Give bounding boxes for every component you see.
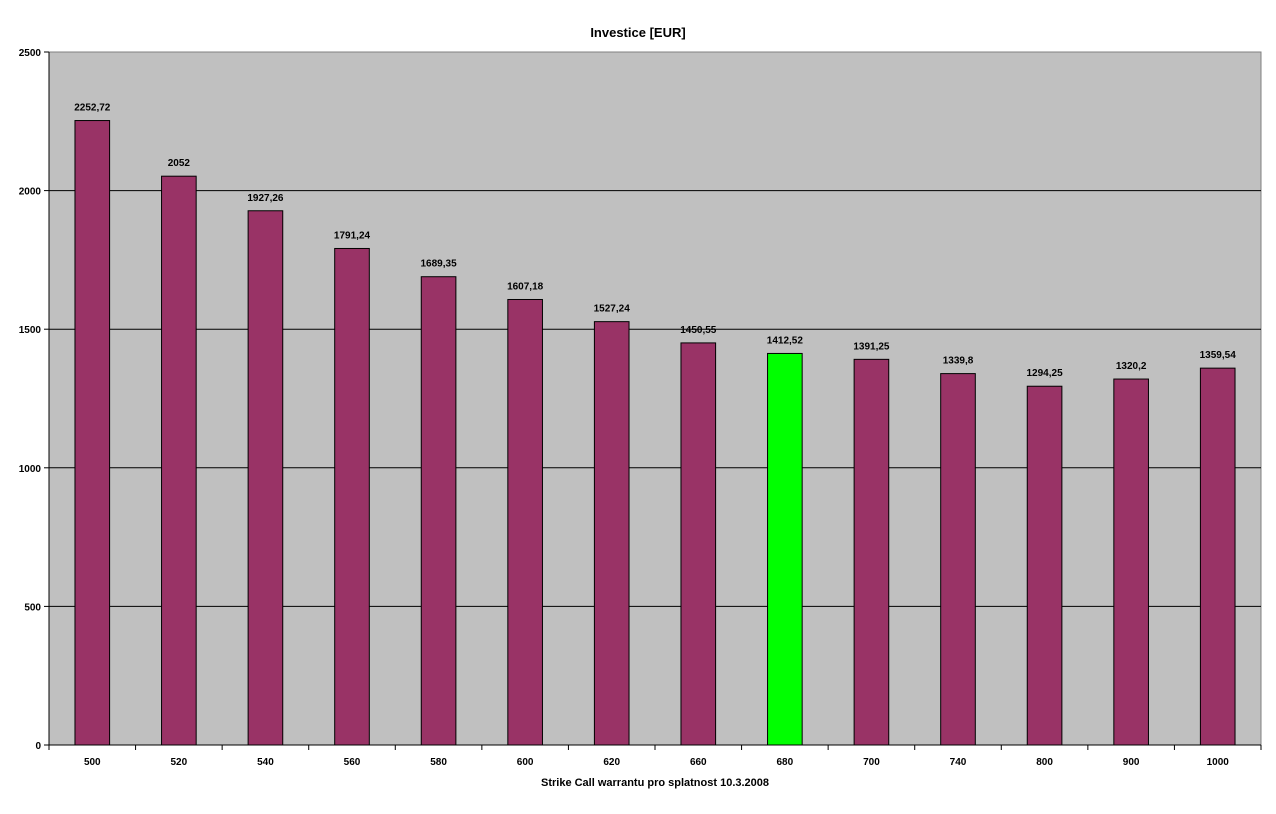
- x-tick-label-500: 500: [84, 757, 101, 768]
- data-label-620: 1527,24: [594, 304, 631, 315]
- bar-600: [507, 298, 543, 746]
- chart-title: Investice [EUR]: [590, 25, 685, 40]
- data-labels: 2252,72 2052 1927,26 1791,24 1689,35 1607,18 1…: [74, 103, 1236, 380]
- x-tick-label-660: 660: [690, 757, 707, 768]
- axes: 0 500 1000 1500 2000 2500 500 520 540 560 580 600 62…: [19, 48, 1262, 768]
- y-tick-label: 1000: [19, 464, 42, 475]
- data-label-680: 1412,52: [767, 335, 804, 346]
- bar-560: [334, 247, 370, 746]
- x-tick-label-540: 540: [257, 757, 274, 768]
- bar-1000: [1199, 367, 1236, 746]
- x-tick-label-680: 680: [777, 757, 794, 768]
- x-tick-label-600: 600: [517, 757, 534, 768]
- x-tick-label-560: 560: [344, 757, 361, 768]
- y-tick-label: 1500: [19, 325, 42, 336]
- bar-680: [767, 352, 803, 746]
- x-tick-label-580: 580: [430, 757, 447, 768]
- data-label-600: 1607,18: [507, 281, 544, 292]
- y-tick-label: 2000: [19, 187, 42, 198]
- bar-620: [593, 321, 630, 746]
- x-tick-label-620: 620: [603, 757, 620, 768]
- bar-520: [161, 175, 197, 746]
- x-tick-label-700: 700: [863, 757, 880, 768]
- x-axis-title: Strike Call warrantu pro splatnost 10.3.…: [541, 777, 769, 789]
- data-label-1000: 1359,54: [1200, 350, 1237, 361]
- x-tick-label-740: 740: [950, 757, 967, 768]
- data-label-500: 2252,72: [74, 103, 111, 114]
- data-label-580: 1689,35: [420, 259, 457, 270]
- bar-580: [420, 276, 457, 746]
- x-tick-label-800: 800: [1036, 757, 1053, 768]
- x-tick-label-520: 520: [171, 757, 188, 768]
- bar-740: [940, 373, 976, 746]
- bar-700: [853, 358, 890, 746]
- x-tick-label-900: 900: [1123, 757, 1140, 768]
- bar-660: [680, 342, 717, 746]
- plot-area: [48, 51, 1262, 746]
- data-label-800: 1294,25: [1026, 368, 1063, 379]
- data-label-700: 1391,25: [853, 341, 890, 352]
- y-tick-label: 2500: [19, 48, 42, 59]
- y-tick-label: 0: [35, 741, 41, 752]
- bar-800: [1026, 385, 1063, 746]
- bar-900: [1113, 378, 1149, 746]
- data-label-900: 1320,2: [1116, 361, 1147, 372]
- data-label-520: 2052: [168, 158, 191, 169]
- bar-500: [74, 120, 111, 746]
- data-label-540: 1927,26: [247, 193, 284, 204]
- data-label-560: 1791,24: [334, 230, 371, 241]
- x-tick-label-1000: 1000: [1207, 757, 1230, 768]
- data-label-740: 1339,8: [943, 356, 974, 367]
- bars: [74, 120, 1236, 746]
- y-tick-label: 500: [24, 602, 41, 613]
- data-label-660: 1450,55: [680, 325, 717, 336]
- bar-540: [247, 210, 284, 746]
